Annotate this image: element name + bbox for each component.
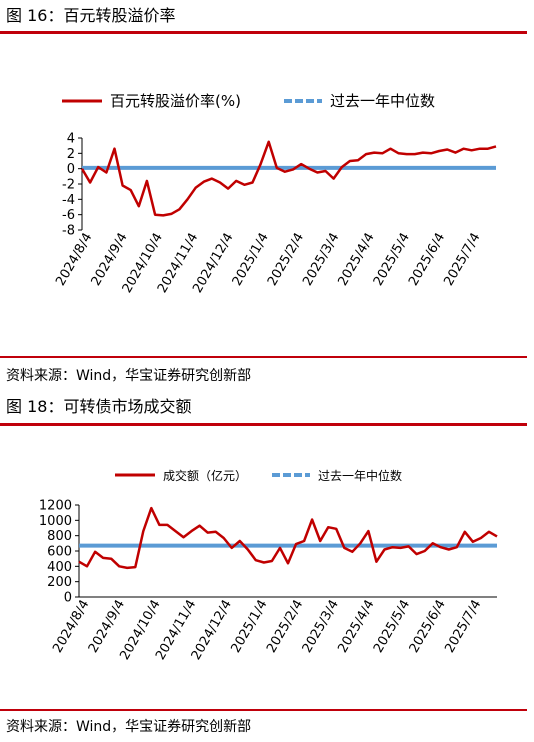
y-tick-label: 1000 — [39, 514, 72, 529]
y-tick-label: -4 — [62, 193, 75, 208]
turnover-chart: 成交额（亿元） 过去一年中位数1200100080060040020002024/… — [39, 468, 498, 663]
legend-label: 过去一年中位数 — [318, 468, 402, 483]
series-line — [78, 506, 498, 570]
figure-18-title: 图 18：可转债市场成交额 — [6, 397, 192, 416]
figure-18-source: 资料来源：Wind，华宝证券研究创新部 — [6, 719, 252, 735]
y-tick-label: 2 — [67, 147, 75, 162]
legend-label: 过去一年中位数 — [330, 92, 435, 110]
y-tick-label: -2 — [62, 178, 75, 193]
x-tick-label: 2025/7/4 — [442, 598, 484, 656]
y-tick-label: -8 — [62, 224, 75, 239]
y-tick-label: 0 — [64, 591, 72, 606]
figure-18-source-rule — [0, 709, 527, 711]
legend: 百元转股溢价率(%) 过去一年中位数 — [62, 92, 435, 110]
series-line — [80, 140, 497, 217]
y-tick-label: 800 — [47, 529, 72, 544]
x-tick-label: 2025/7/4 — [441, 230, 483, 288]
legend-label: 百元转股溢价率(%) — [110, 92, 241, 110]
y-tick-label: 400 — [47, 560, 72, 575]
figure-16-source: 资料来源：Wind，华宝证券研究创新部 — [6, 368, 252, 384]
legend: 成交额（亿元） 过去一年中位数 — [115, 468, 402, 483]
y-tick-label: -6 — [62, 208, 75, 223]
y-tick-label: 4 — [67, 132, 75, 147]
figure-16-title: 图 16：百元转股溢价率 — [6, 6, 176, 25]
y-tick-label: 1200 — [39, 499, 72, 514]
figure-18-title-rule — [0, 423, 527, 426]
figure-16-title-rule — [0, 31, 527, 34]
legend-label: 成交额（亿元） — [163, 468, 247, 483]
y-tick-label: 200 — [47, 575, 72, 590]
figure-16-source-rule — [0, 356, 527, 358]
premium-rate-chart: 百元转股溢价率(%) 过去一年中位数420-2-4-6-82024/8/42024… — [53, 92, 497, 296]
y-tick-label: 0 — [67, 162, 75, 177]
y-tick-label: 600 — [47, 545, 72, 560]
